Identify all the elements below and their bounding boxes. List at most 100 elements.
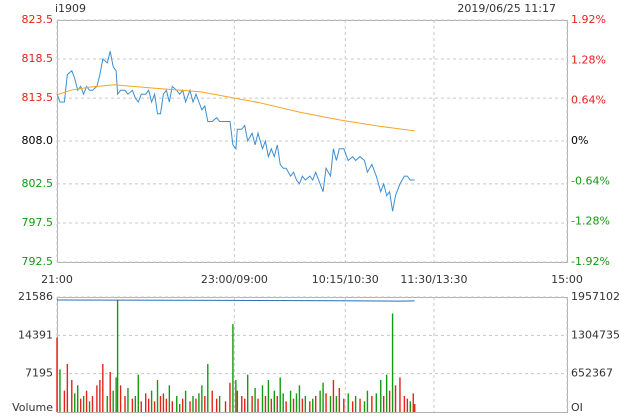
- y-tick-label: 808.0: [22, 134, 54, 147]
- y2-tick-label: 1.92%: [571, 13, 606, 26]
- volume-bar: [215, 398, 218, 412]
- volume-bar: [156, 380, 159, 412]
- volume-bar: [59, 369, 61, 412]
- volume-bar: [241, 396, 243, 412]
- volume-bar: [406, 398, 409, 412]
- y-tick-label: 792.5: [22, 255, 54, 268]
- volume-bar: [178, 404, 181, 412]
- price-line: [56, 51, 415, 212]
- y-tick-label: 7195: [25, 367, 53, 380]
- y2-tick-label: 0%: [571, 134, 588, 147]
- x-tick-label: 10:15/10:30: [312, 273, 379, 286]
- volume-bar: [304, 396, 307, 412]
- y2-tick-label: 1957102: [571, 290, 620, 303]
- volume-bar: [325, 393, 327, 412]
- volume-bar: [131, 398, 134, 412]
- volume-bar: [134, 396, 137, 412]
- volume-bar: [409, 401, 412, 412]
- volume-bar: [279, 377, 281, 412]
- x-tick-label: 15:00: [551, 273, 583, 286]
- volume-bar: [119, 385, 122, 412]
- volume-bar: [366, 390, 369, 412]
- volume-bar: [71, 380, 73, 412]
- x-tick-label: 23:00/09:00: [201, 273, 268, 286]
- volume-bar: [385, 374, 388, 412]
- volume-bar: [82, 396, 85, 412]
- y-tick-label: 14391: [18, 328, 53, 341]
- y-tick-label: 21586: [18, 290, 53, 303]
- volume-bar: [76, 385, 79, 412]
- volume-bar: [91, 396, 94, 412]
- y-tick-label: 802.5: [22, 177, 54, 190]
- volume-bar: [127, 388, 129, 412]
- volume-bar: [198, 393, 200, 412]
- volume-bar: [124, 396, 126, 412]
- volume-bar: [338, 388, 341, 412]
- volume-bar: [153, 401, 156, 412]
- volume-bar: [264, 396, 267, 412]
- chart-title: i1909: [55, 2, 86, 15]
- volume-bar: [244, 398, 246, 412]
- volume-bar: [144, 393, 147, 412]
- volume-bar: [218, 396, 221, 412]
- y2-tick-label: -0.64%: [571, 174, 610, 187]
- volume-bar: [295, 393, 298, 412]
- volume-bar: [347, 393, 349, 412]
- y-tick-label: 818.5: [22, 52, 54, 65]
- volume-bar: [343, 398, 345, 412]
- volume-bar: [112, 390, 114, 412]
- volume-bar: [115, 377, 117, 412]
- volume-bar: [168, 385, 171, 412]
- y2-tick-label: 0.64%: [571, 94, 606, 107]
- volume-bar: [375, 393, 378, 412]
- volume-bar: [109, 372, 111, 412]
- volume-bar: [147, 398, 150, 412]
- volume-bar: [332, 380, 335, 412]
- volume-bar: [235, 380, 237, 412]
- volume-bar: [79, 398, 82, 412]
- y-tick-label: 823.5: [22, 13, 54, 26]
- volume-bar: [165, 398, 168, 412]
- volume-bar: [388, 390, 391, 412]
- volume-bar: [329, 396, 332, 412]
- volume-bar: [236, 390, 239, 412]
- volume-bar: [354, 396, 357, 412]
- volume-bar: [285, 401, 287, 412]
- volume-bar: [380, 380, 382, 412]
- y2-tick-label: -1.92%: [571, 255, 610, 268]
- volume-bar: [322, 382, 324, 412]
- volume-bar: [88, 401, 91, 412]
- volume-bar: [351, 401, 354, 412]
- volume-bar: [301, 398, 304, 412]
- chart-subtitle: 2019/06/25 11:17: [457, 2, 556, 15]
- volume-bar: [56, 337, 58, 412]
- volume-bar: [292, 398, 295, 412]
- y-axis-label: Volume: [12, 401, 53, 414]
- y2-axis-label: OI: [571, 401, 583, 414]
- volume-bar: [412, 393, 414, 412]
- volume-bar: [85, 390, 88, 412]
- y-tick-label: 813.5: [22, 91, 54, 104]
- volume-bar: [391, 313, 394, 412]
- volume-bar: [116, 300, 119, 412]
- volume-bar: [261, 385, 264, 412]
- volume-bar: [162, 393, 165, 412]
- volume-bar: [273, 390, 276, 412]
- volume-bar: [270, 398, 273, 412]
- volume-bar: [74, 393, 76, 412]
- volume-bar: [189, 401, 191, 412]
- volume-bar: [314, 396, 317, 412]
- y2-tick-label: 652367: [571, 367, 613, 380]
- volume-bar: [319, 390, 321, 412]
- volume-bar: [211, 390, 213, 412]
- volume-bar: [251, 396, 253, 412]
- volume-bar: [63, 390, 66, 412]
- volume-bar: [99, 380, 101, 412]
- volume-bar: [399, 377, 401, 412]
- volume-bar: [195, 398, 197, 412]
- volume-bar: [309, 401, 311, 412]
- volume-bar: [192, 396, 194, 412]
- x-tick-label: 21:00: [41, 273, 73, 286]
